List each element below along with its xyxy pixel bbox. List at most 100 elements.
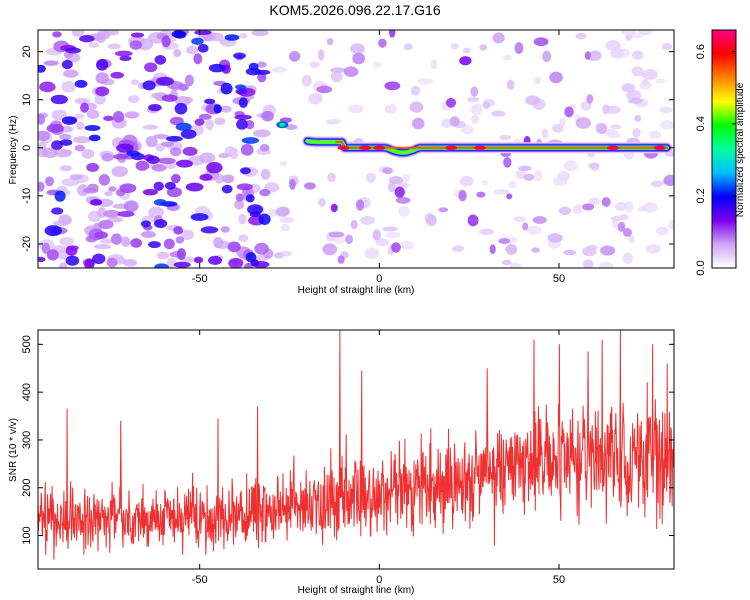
noise-blob [668, 219, 674, 230]
noise-blob [268, 208, 278, 217]
noise-blob [208, 255, 223, 265]
noise-blob [80, 102, 89, 113]
signal-blob [279, 122, 286, 127]
noise-blob [121, 237, 131, 247]
heatmap-y-tick-label: 0 [21, 145, 33, 151]
noise-blob [239, 33, 248, 39]
noise-blob [506, 79, 515, 90]
colorbar-tick-label: 0.4 [695, 116, 707, 131]
noise-blob [245, 194, 255, 203]
noise-blob [153, 181, 164, 191]
noise-blob [119, 183, 137, 193]
noise-blob [622, 227, 632, 237]
noise-blob [87, 183, 99, 192]
noise-blob [449, 116, 460, 127]
noise-blob [151, 163, 167, 172]
noise-blob [161, 141, 175, 147]
noise-blob [280, 223, 290, 232]
noise-blob [318, 197, 326, 207]
noise-blob [254, 242, 269, 255]
noise-blob [220, 82, 233, 95]
noise-blob [154, 263, 169, 268]
noise-blob [184, 74, 194, 87]
noise-blob [316, 85, 333, 94]
noise-blob [384, 81, 401, 91]
noise-blob [166, 257, 177, 268]
noise-blob [582, 203, 595, 211]
noise-blob [614, 201, 628, 212]
noise-blob [140, 220, 151, 228]
snr-x-tick-label: -50 [192, 574, 208, 586]
noise-blob [212, 237, 224, 249]
noise-blob [541, 128, 549, 140]
noise-blob [171, 173, 181, 184]
noise-blob [236, 119, 248, 130]
noise-blob [61, 59, 73, 70]
noise-blob [399, 240, 415, 250]
noise-blob [239, 167, 251, 175]
noise-blob [92, 253, 106, 265]
noise-blob [382, 226, 398, 232]
noise-blob [65, 246, 78, 256]
noise-blob [634, 114, 642, 122]
noise-blob [65, 47, 82, 54]
noise-blob [234, 199, 245, 210]
noise-blob [411, 117, 425, 130]
noise-blob [557, 170, 570, 182]
noise-blob [601, 197, 611, 207]
noise-blob [38, 181, 45, 192]
noise-blob [104, 191, 113, 197]
noise-blob [166, 187, 183, 198]
heatmap-frame [37, 29, 675, 269]
noise-blob [327, 172, 336, 183]
noise-blob [193, 53, 203, 65]
noise-blob [94, 94, 106, 105]
noise-blob [233, 52, 246, 60]
noise-blob [238, 213, 247, 225]
noise-blob [492, 32, 505, 44]
noise-blob [95, 86, 110, 97]
noise-blob [258, 213, 271, 225]
colorbar-label: Normalized spectral amplitude [735, 82, 746, 217]
noise-blob [330, 203, 338, 213]
noise-blob [326, 119, 341, 125]
noise-blob [628, 234, 635, 244]
noise-blob [558, 206, 572, 216]
noise-blob [288, 50, 301, 62]
noise-blob [261, 110, 274, 122]
noise-blob [505, 243, 518, 255]
noise-blob [532, 216, 547, 224]
heatmap-x-tick-label: 50 [553, 273, 565, 285]
noise-blob [526, 225, 542, 235]
noise-blob [508, 180, 517, 189]
noise-blob [58, 262, 68, 268]
noise-blob [352, 52, 366, 65]
noise-blob [450, 42, 459, 50]
noise-blob [659, 106, 674, 114]
snr-x-axis-label: Height of straight line (km) [298, 585, 415, 596]
noise-blob [206, 161, 223, 174]
noise-blob [43, 60, 59, 66]
noise-blob [111, 166, 129, 177]
noise-blob [106, 257, 118, 268]
noise-blob [588, 162, 600, 169]
noise-blob [651, 180, 663, 188]
noise-blob [103, 209, 121, 218]
spectrogram-panel: -50 0 50 -20 -10 0 10 20 [21, 29, 675, 285]
noise-blob [130, 238, 142, 248]
signal-track [276, 121, 673, 159]
noise-blob [575, 117, 592, 129]
noise-blob [123, 200, 139, 213]
noise-blob [88, 134, 101, 142]
noise-blob [235, 88, 248, 95]
noise-blob [236, 183, 253, 191]
noise-blob [204, 98, 216, 105]
noise-blob [161, 94, 178, 102]
signal-peak [337, 145, 350, 150]
noise-blob [148, 103, 162, 112]
noise-blob [563, 249, 577, 256]
noise-blob [161, 35, 171, 48]
noise-blob [458, 189, 467, 202]
noise-blob [509, 262, 522, 268]
noise-blob [534, 76, 541, 85]
